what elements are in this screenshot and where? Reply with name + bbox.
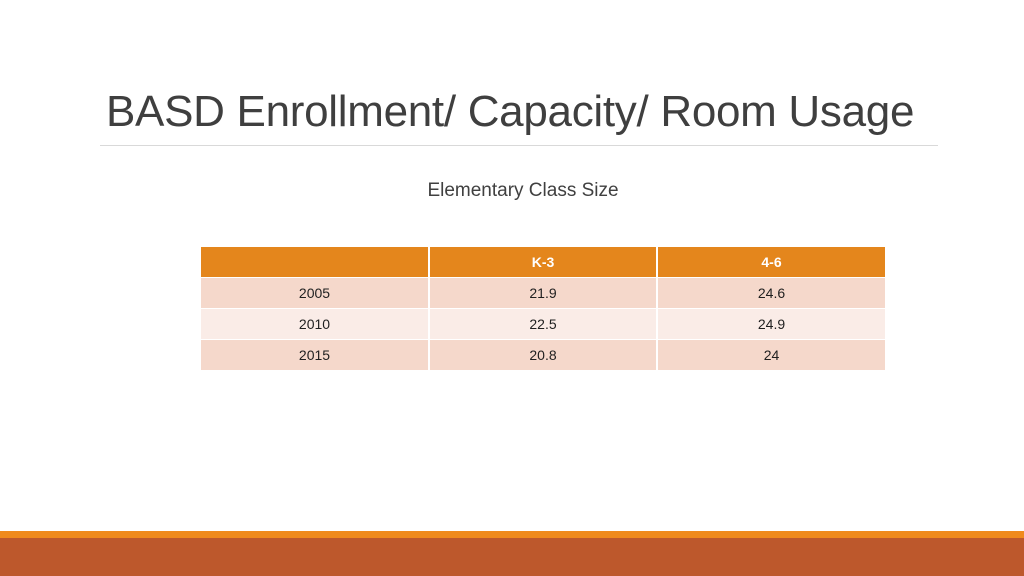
cell-4-6: 24.9: [657, 308, 885, 340]
table-header-row: K-3 4-6: [201, 247, 885, 278]
cell-year: 2015: [201, 339, 430, 371]
cell-k3: 22.5: [429, 308, 658, 340]
header-cell-k3: K-3: [429, 247, 658, 278]
class-size-table: K-3 4-6 2005 21.9 24.6 2010 22.5 24.9 20…: [201, 247, 885, 371]
table-row: 2010 22.5 24.9: [201, 308, 885, 340]
cell-4-6: 24: [657, 339, 885, 371]
cell-k3: 20.8: [429, 339, 658, 371]
footer-bar: [0, 538, 1024, 576]
table-caption: Elementary Class Size: [427, 180, 619, 201]
table-row: 2005 21.9 24.6: [201, 277, 885, 309]
title-divider: [100, 145, 938, 146]
header-cell-4-6: 4-6: [657, 247, 885, 278]
footer-accent-stripe: [0, 531, 1024, 538]
page-title: BASD Enrollment/ Capacity/ Room Usage: [106, 87, 915, 136]
table-row: 2015 20.8 24: [201, 339, 885, 371]
cell-4-6: 24.6: [657, 277, 885, 309]
cell-year: 2005: [201, 277, 430, 309]
cell-year: 2010: [201, 308, 430, 340]
header-cell-year: [201, 247, 430, 278]
cell-k3: 21.9: [429, 277, 658, 309]
